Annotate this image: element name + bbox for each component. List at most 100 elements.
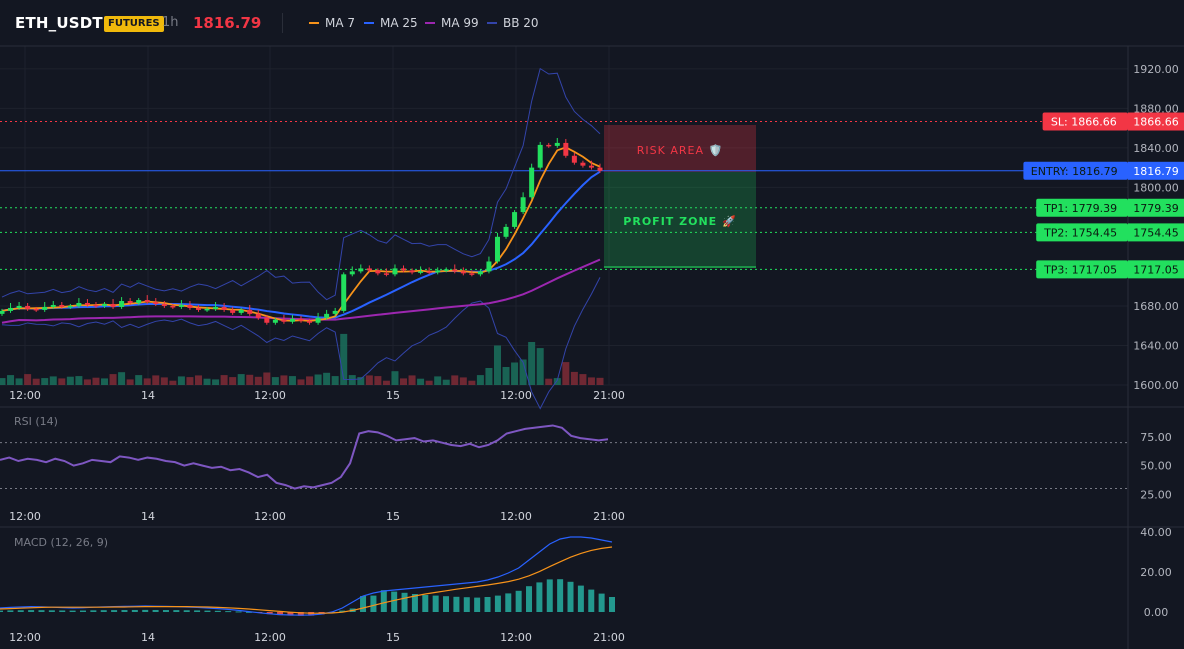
candle-body[interactable] — [529, 167, 535, 198]
candle-body[interactable] — [349, 271, 355, 275]
candle-body[interactable] — [281, 319, 287, 322]
candle-body[interactable] — [42, 306, 48, 310]
candle-body[interactable] — [170, 305, 176, 308]
rsi-pane[interactable]: RSI (14) 75.00 50.00 25.00 — [0, 415, 1172, 501]
legend-ma7[interactable]: MA 7 — [309, 16, 355, 30]
candle-body[interactable] — [426, 271, 432, 273]
macd-histogram-bar — [183, 610, 190, 612]
candle-body[interactable] — [358, 268, 364, 272]
candle-body[interactable] — [110, 303, 116, 307]
candle-body[interactable] — [195, 307, 201, 310]
axis-price-text: 1866.66 — [1133, 116, 1179, 129]
profit-zone[interactable] — [604, 172, 756, 268]
candle-body[interactable] — [289, 318, 295, 322]
timeframe-label[interactable]: 1h — [162, 15, 179, 30]
candle-body[interactable] — [144, 300, 150, 303]
candle-body[interactable] — [264, 317, 270, 323]
candle-body[interactable] — [307, 320, 313, 323]
level-tag-tp3[interactable] — [1036, 260, 1128, 279]
candle-body[interactable] — [204, 308, 210, 311]
candle-body[interactable] — [153, 302, 159, 304]
candle-body[interactable] — [546, 144, 552, 147]
macd-histogram-bar — [297, 612, 304, 616]
bb-band-line — [1, 277, 601, 410]
candle-body[interactable] — [452, 269, 458, 272]
candle-body[interactable] — [76, 302, 82, 306]
legend-ma25[interactable]: MA 25 — [364, 16, 418, 30]
legend-bb20[interactable]: BB 20 — [487, 16, 539, 30]
symbol-name[interactable]: ETH_USDT — [15, 14, 103, 32]
candle-body[interactable] — [16, 305, 22, 308]
candle-body[interactable] — [102, 303, 108, 306]
candle-body[interactable] — [33, 308, 39, 311]
candle-body[interactable] — [8, 307, 14, 311]
candle-body[interactable] — [127, 301, 133, 303]
candle-body[interactable] — [332, 310, 338, 314]
candle-body[interactable] — [178, 304, 184, 307]
candle-body[interactable] — [67, 305, 73, 308]
axis-price-tag-tp2 — [1128, 223, 1184, 242]
candle-body[interactable] — [469, 273, 475, 275]
candle-body[interactable] — [392, 268, 398, 275]
volume-bar — [92, 377, 100, 385]
candle-body[interactable] — [84, 302, 90, 305]
candle-body[interactable] — [460, 271, 466, 274]
candle-body[interactable] — [230, 309, 236, 313]
candle-body[interactable] — [187, 304, 193, 308]
candle-body[interactable] — [597, 167, 603, 171]
candle-body[interactable] — [255, 313, 261, 318]
volume-bar — [408, 375, 416, 385]
legend-ma99[interactable]: MA 99 — [425, 16, 479, 30]
candle-body[interactable] — [161, 303, 167, 306]
candle-body[interactable] — [59, 304, 65, 307]
candle-body[interactable] — [247, 309, 253, 314]
level-tag-sl[interactable] — [1042, 112, 1128, 131]
candle-body[interactable] — [238, 309, 244, 313]
candle-body[interactable] — [494, 236, 500, 262]
candle-body[interactable] — [512, 212, 518, 227]
candle-body[interactable] — [588, 165, 594, 168]
volume-bars — [0, 333, 604, 385]
candle-body[interactable] — [25, 305, 31, 309]
candle-body[interactable] — [50, 304, 56, 307]
macd-histogram-bar — [567, 581, 574, 612]
macd-pane[interactable]: MACD (12, 26, 9) 40.00 20.00 0.00 — [0, 526, 1172, 619]
candle-body[interactable] — [383, 273, 389, 275]
candle-body[interactable] — [0, 310, 5, 314]
volume-bar — [306, 376, 314, 385]
candle-body[interactable] — [366, 268, 372, 271]
candle-body[interactable] — [554, 142, 560, 146]
level-tag-tp2[interactable] — [1036, 223, 1128, 242]
candle-body[interactable] — [272, 319, 278, 323]
candle-body[interactable] — [409, 270, 415, 273]
axis-price-tag-entry — [1128, 161, 1184, 180]
candle-body[interactable] — [213, 306, 219, 309]
candle-body[interactable] — [571, 155, 577, 163]
risk-area-zone[interactable] — [604, 125, 756, 172]
candle-body[interactable] — [221, 306, 227, 310]
candle-body[interactable] — [324, 313, 330, 318]
candle-body[interactable] — [93, 304, 99, 307]
candle-body[interactable] — [537, 144, 543, 168]
candle-body[interactable] — [298, 318, 304, 321]
volume-bar — [400, 378, 408, 385]
candle-body[interactable] — [503, 226, 509, 237]
candle-body[interactable] — [401, 268, 407, 271]
candle-body[interactable] — [418, 271, 424, 273]
candle-body[interactable] — [443, 269, 449, 271]
candle-body[interactable] — [580, 162, 586, 166]
candle-body[interactable] — [563, 142, 569, 156]
candle-body[interactable] — [119, 301, 125, 307]
candle-body[interactable] — [435, 270, 441, 273]
candle-body[interactable] — [520, 197, 526, 213]
candlesticks[interactable] — [0, 137, 603, 325]
candle-body[interactable] — [136, 300, 142, 303]
level-tag-tp1[interactable] — [1036, 198, 1128, 217]
candle-body[interactable] — [375, 270, 381, 274]
candle-body[interactable] — [315, 317, 321, 323]
candle-body[interactable] — [477, 271, 483, 275]
level-tag-entry[interactable] — [1023, 161, 1128, 180]
candle-body[interactable] — [486, 261, 492, 272]
candle-body[interactable] — [341, 274, 347, 311]
